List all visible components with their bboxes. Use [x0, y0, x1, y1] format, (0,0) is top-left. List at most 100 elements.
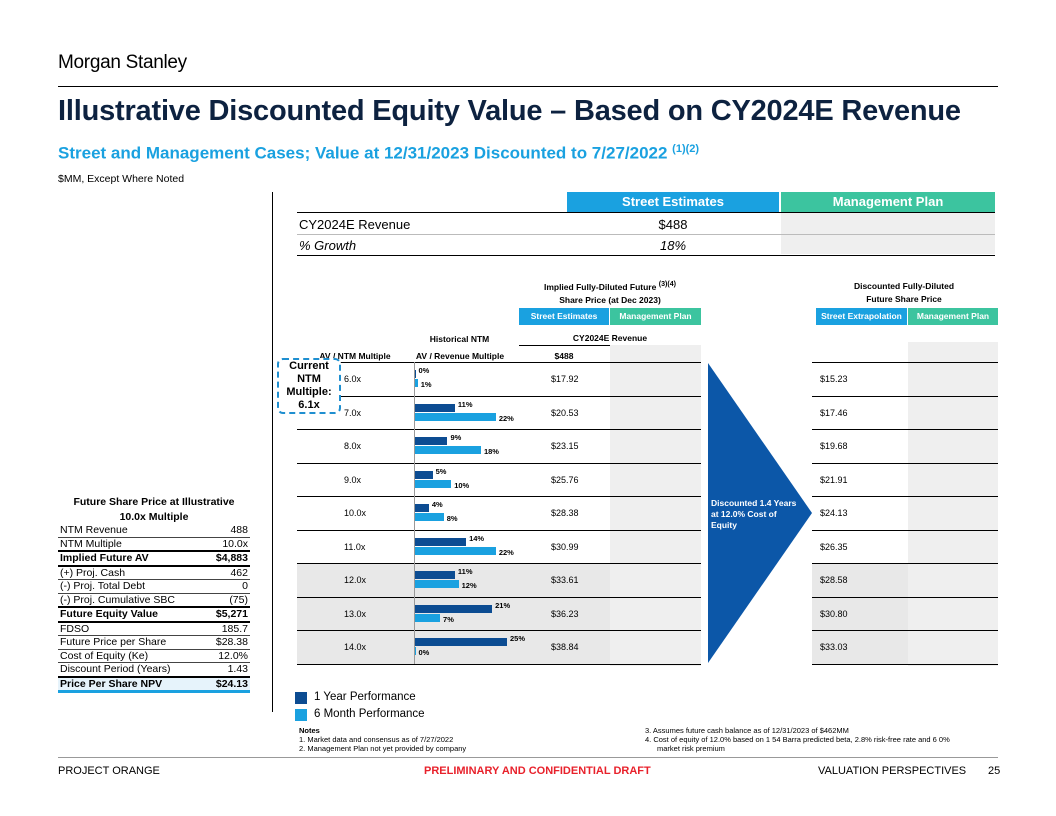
legend-label-1y: 1 Year Performance: [314, 691, 416, 703]
management-plan-header: Management Plan: [781, 192, 995, 212]
row-multiple: 12.0x: [344, 575, 367, 585]
side-table-row: Price Per Share NPV $24.13: [58, 676, 250, 692]
header-divider: [58, 86, 998, 87]
side-table-title: Future Share Price at Illustrative 10.0x…: [58, 495, 250, 525]
row-rule: [297, 596, 701, 598]
side-table-value: 185.7: [221, 622, 248, 635]
side-table-label: Future Price per Share: [60, 636, 167, 648]
row-multiple: 7.0x: [344, 407, 362, 418]
note-4: 4. Cost of equity of 12.0% based on 1 54…: [645, 735, 950, 744]
bar-1y-label: 11%: [457, 399, 473, 409]
side-table-row: FDSO 185.7: [58, 622, 250, 636]
side-table-value: $5,271: [215, 608, 248, 620]
side-table-label: NTM Revenue: [60, 524, 128, 536]
row-discounted-price: $30.80: [820, 608, 848, 619]
note-2: 2. Management Plan not yet provided by c…: [299, 744, 467, 753]
bar-1y: [414, 470, 433, 479]
row-implied-price: $28.38: [551, 508, 579, 518]
note-1: 1. Market data and consensus as of 7/27/…: [299, 735, 454, 744]
av-ntm-multiple-header: AV / NTM Multiple: [319, 351, 391, 361]
summary-bottom-rule: [297, 255, 995, 256]
bar-6m-label: 1%: [420, 380, 432, 389]
management-plan-subheader: Management Plan: [610, 308, 701, 325]
side-table-value: 462: [230, 566, 248, 579]
bar-1y-label: 4%: [431, 500, 443, 509]
morgan-stanley-logo: Morgan Stanley: [58, 52, 187, 73]
cy2024e-revenue-header: CY2024E Revenue: [572, 333, 648, 343]
bar-6m-label: 0%: [418, 648, 430, 657]
row-discounted-price: $15.23: [820, 374, 848, 384]
row-rule: [297, 630, 701, 631]
side-table-label: Future Equity Value: [60, 608, 159, 620]
footer-divider: [58, 757, 998, 758]
side-table-row: Future Equity Value $5,271: [58, 607, 250, 622]
side-table-label: FDSO: [60, 622, 90, 635]
bar-6m-label: 8%: [446, 514, 458, 523]
row-implied-price: $38.84: [551, 642, 579, 652]
side-table-value: 12.0%: [218, 649, 248, 662]
bar-6m: [414, 412, 496, 421]
side-table-label: Implied Future AV: [60, 552, 149, 564]
bar-6m-label: 10%: [454, 480, 470, 490]
row-rule: [297, 395, 701, 397]
subtitle-text: Street and Management Cases; Value at 12…: [58, 143, 668, 163]
bar-6m-label: 22%: [498, 547, 514, 557]
bar-1y: [414, 437, 448, 445]
side-table-value: $24.13: [215, 677, 248, 690]
row-rule: [297, 462, 701, 464]
row-rule-right: [812, 529, 998, 531]
implied-price-header: Implied Fully-Diluted Future (3)(4) Share…: [519, 278, 701, 307]
row-implied-price: $30.99: [551, 541, 579, 552]
row-rule-right: [812, 563, 998, 564]
side-table-label: (-) Proj. Cumulative SBC: [60, 593, 175, 606]
row-implied-price: $33.61: [551, 575, 579, 585]
bar-1y: [414, 604, 493, 613]
side-table-label: Price Per Share NPV: [60, 677, 163, 690]
bar-1y: [414, 638, 507, 646]
subtitle-notes: (1)(2): [672, 143, 700, 155]
shaded-row-bg: [297, 563, 610, 597]
row-multiple: 8.0x: [344, 441, 362, 451]
note-4-continued: market risk premium: [657, 744, 725, 753]
implied-header-line2: Share Price (at Dec 2023): [559, 294, 661, 305]
units-note: $MM, Except Where Noted: [58, 173, 185, 185]
page-title: Illustrative Discounted Equity Value – B…: [58, 95, 961, 127]
implied-header-line1: Implied Fully-Diluted Future: [543, 281, 657, 292]
shaded-row-bg-right: [812, 596, 908, 630]
side-table-title-line2: 10.0x Multiple: [119, 511, 189, 523]
historical-ntm-header: Historical NTM: [429, 334, 490, 344]
side-table-row: (-) Proj. Total Debt 0: [58, 580, 250, 593]
row-implied-price: $17.92: [551, 374, 579, 384]
bar-6m: [414, 546, 496, 555]
discounted-header-line1: Discounted Fully-Diluted: [853, 281, 955, 291]
row-multiple: 11.0x: [344, 541, 366, 552]
row-implied-price: $23.15: [551, 441, 579, 451]
bar-6m: [414, 613, 441, 622]
page-subtitle: Street and Management Cases; Value at 12…: [58, 143, 699, 164]
bar-6m-label: 18%: [483, 447, 499, 456]
bar-6m: [414, 580, 459, 588]
shaded-row-bg: [297, 596, 610, 630]
left-vertical-rule: [272, 192, 273, 712]
row-multiple: 10.0x: [344, 508, 367, 518]
bar-1y-label: 25%: [510, 634, 526, 643]
row-discounted-price: $19.68: [820, 441, 848, 451]
side-table-row: Implied Future AV $4,883: [58, 551, 250, 566]
bar-1y-label: 11%: [457, 567, 473, 576]
side-table-row: (+) Proj. Cash 462: [58, 566, 250, 580]
summary-mid-rule: [297, 234, 995, 235]
row-discounted-price: $21.91: [820, 474, 848, 485]
row-discounted-price: $26.35: [820, 541, 848, 552]
bar-1y-label: 0%: [418, 366, 430, 375]
row-implied-price: $20.53: [551, 407, 579, 418]
discount-arrow-label: Discounted 1.4 Years at 12.0% Cost of Eq…: [711, 498, 797, 530]
side-table-label: Discount Period (Years): [60, 663, 171, 675]
legend-swatch-1y: [295, 692, 307, 704]
side-table-label: Cost of Equity (Ke): [60, 649, 149, 662]
row-rule-right: [812, 429, 998, 430]
future-share-price-table: NTM Revenue 488 NTM Multiple 10.0x Implied F…: [58, 524, 250, 693]
legend-label-6m: 6 Month Performance: [314, 708, 425, 720]
footer-section: VALUATION PERSPECTIVES: [818, 765, 967, 777]
bar-6m: [414, 446, 481, 454]
side-table-row: (-) Proj. Cumulative SBC (75): [58, 593, 250, 607]
